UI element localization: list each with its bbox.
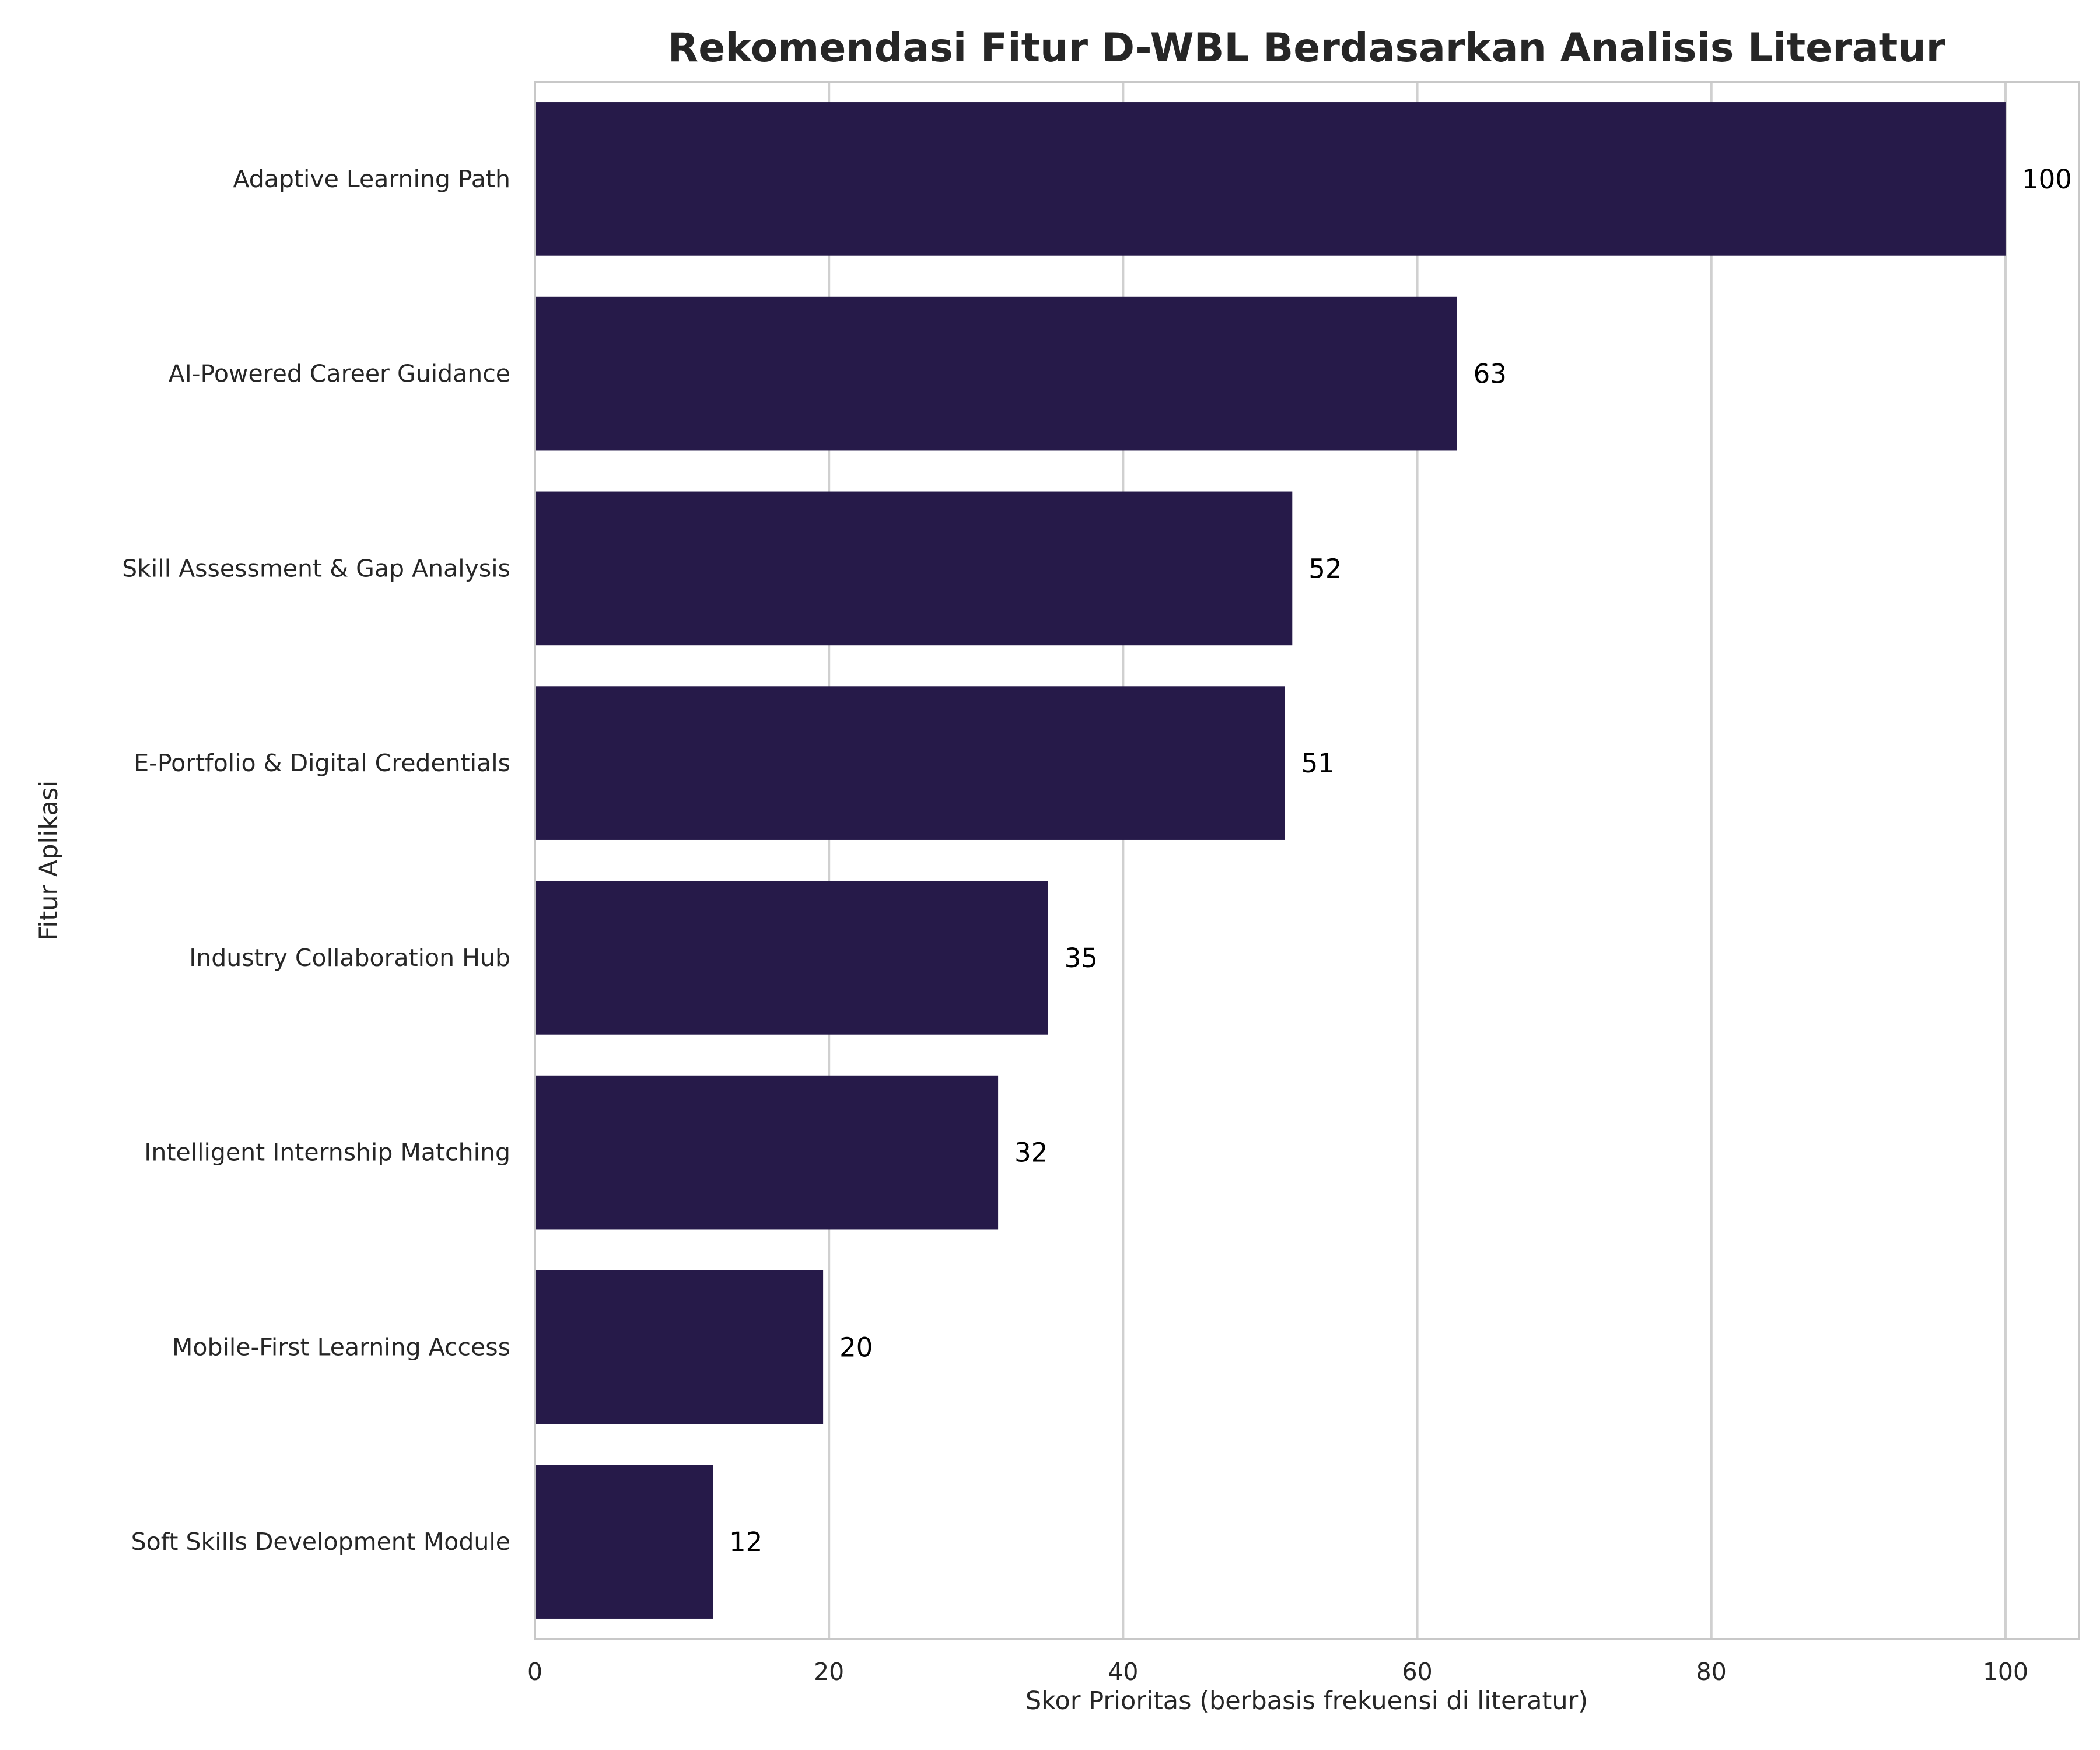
x-tick-label: 0 (527, 1658, 542, 1686)
bar (535, 296, 1457, 451)
y-tick-label: E-Portfolio & Digital Credentials (134, 749, 510, 777)
bar (535, 102, 2006, 256)
data-label: 12 (729, 1527, 762, 1558)
data-label: 100 (2022, 164, 2072, 195)
data-label: 51 (1301, 748, 1335, 779)
y-tick-label: Soft Skills Development Module (131, 1528, 510, 1556)
x-axis-label: Skor Prioritas (berbasis frekuensi di li… (1026, 1686, 1588, 1716)
y-tick-label: Mobile-First Learning Access (172, 1333, 510, 1361)
bar (535, 686, 1285, 840)
data-label: 52 (1308, 553, 1342, 584)
y-tick-label: Skill Assessment & Gap Analysis (122, 554, 510, 582)
x-tick-label: 80 (1696, 1658, 1727, 1686)
bar (535, 1075, 999, 1230)
bar (535, 491, 1293, 646)
x-tick-label: 100 (1983, 1658, 2028, 1686)
bar (535, 1465, 713, 1619)
x-tick-label: 20 (814, 1658, 844, 1686)
y-tick-labels: Adaptive Learning Path AI-Powered Career … (122, 165, 510, 1556)
data-label: 32 (1014, 1138, 1048, 1168)
y-tick-label: AI-Powered Career Guidance (169, 360, 510, 388)
data-label: 20 (839, 1332, 873, 1363)
data-label: 63 (1474, 359, 1507, 390)
y-tick-label: Industry Collaboration Hub (189, 944, 510, 972)
data-labels: 100 63 52 51 35 32 20 12 (729, 164, 2072, 1558)
y-axis-label: Fitur Aplikasi (34, 780, 64, 940)
y-tick-label: Intelligent Internship Matching (144, 1139, 510, 1167)
bars (535, 102, 2006, 1619)
x-tick-label: 40 (1108, 1658, 1138, 1686)
plot-frame (534, 80, 2080, 1640)
chart-title: Rekomendasi Fitur D-WBL Berdasarkan Anal… (668, 25, 1946, 71)
data-label: 35 (1065, 943, 1098, 974)
bar (535, 881, 1048, 1035)
bar (535, 1270, 824, 1424)
y-tick-label: Adaptive Learning Path (233, 165, 510, 193)
x-tick-label: 60 (1402, 1658, 1432, 1686)
x-tick-labels: 0 20 40 60 80 100 (527, 1658, 2028, 1686)
